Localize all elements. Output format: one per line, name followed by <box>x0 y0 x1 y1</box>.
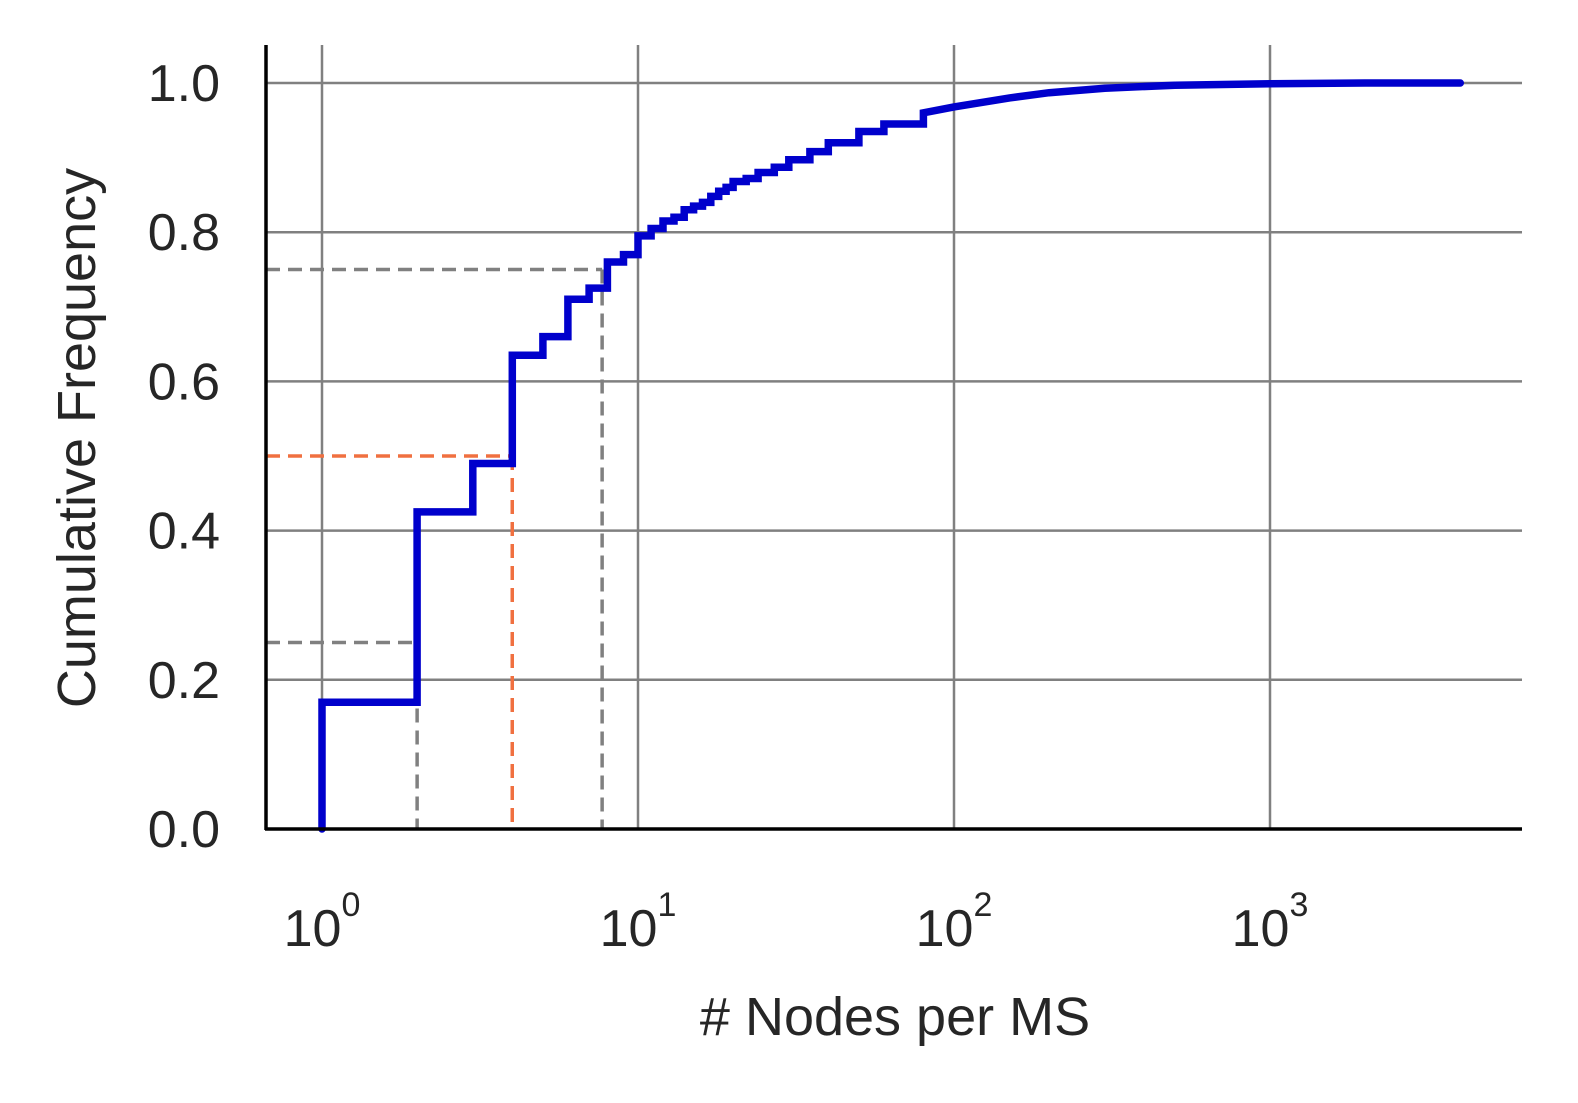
x-tick-label: 103 <box>1232 886 1309 958</box>
y-tick-label: 0.0 <box>148 801 220 859</box>
grid-lines <box>266 45 1522 829</box>
x-axis-label: # Nodes per MS <box>700 987 1090 1047</box>
y-tick-label: 0.6 <box>148 353 220 411</box>
y-tick-label: 1.0 <box>148 55 220 113</box>
x-tick-label: 102 <box>916 886 993 958</box>
y-axis-label: Cumulative Frequency <box>47 168 107 708</box>
y-tick-label: 0.4 <box>148 503 220 561</box>
x-tick-label: 101 <box>600 886 677 958</box>
y-tick-label: 0.8 <box>148 204 220 262</box>
x-tick-label: 100 <box>284 886 361 958</box>
cdf-series-line <box>318 79 1465 833</box>
axes <box>264 45 1522 831</box>
y-tick-label: 0.2 <box>148 652 220 710</box>
series-layer <box>318 79 1465 833</box>
quantile-markers <box>266 267 604 829</box>
tick-labels: 0.0 0.2 0.4 0.6 0.8 1.0 100 101 102 103 <box>148 55 1309 958</box>
